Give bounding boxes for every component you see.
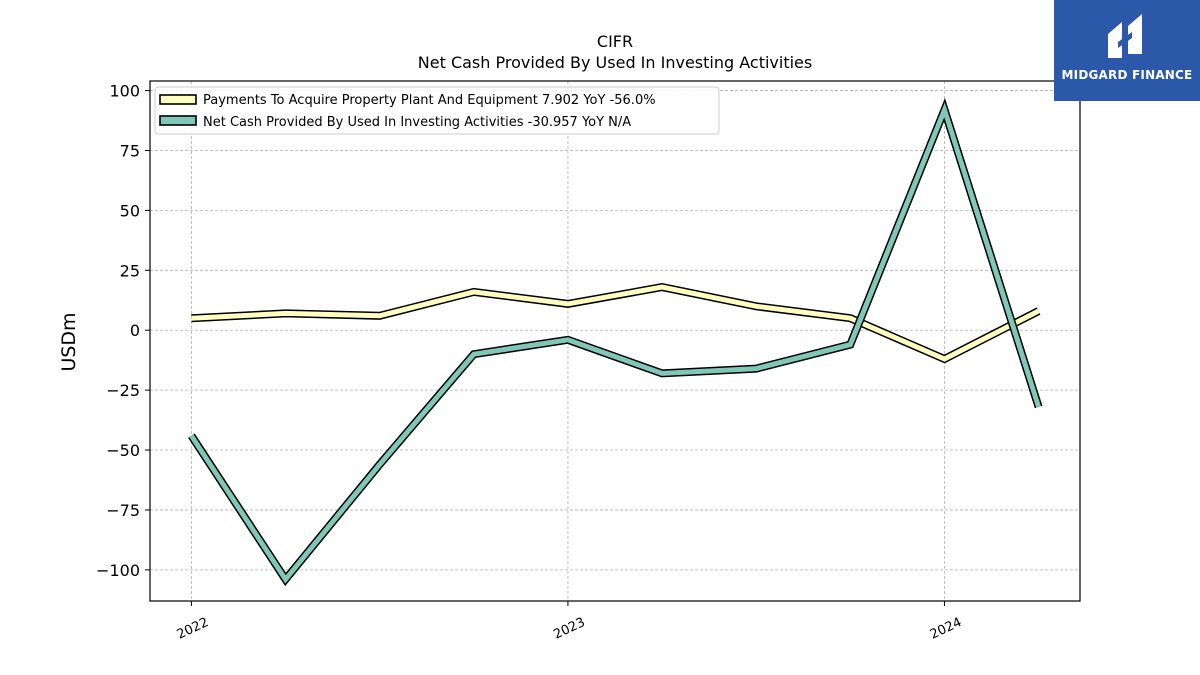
data-point: [662, 287, 663, 288]
x-axis-ticks: 2022 2023 2024: [175, 601, 964, 643]
y-tick-label: 0: [130, 321, 140, 340]
grid: [150, 81, 1080, 601]
plot-frame: [149, 80, 1081, 602]
data-point: [944, 109, 945, 110]
x-tick-label: 2024: [928, 615, 964, 643]
data-point: [567, 303, 568, 304]
x-tick-label: 2023: [551, 615, 587, 643]
data-point: [850, 318, 851, 319]
legend-swatch-investing: [159, 115, 197, 126]
y-tick-label: 25: [120, 261, 140, 280]
y-tick-label: −100: [96, 561, 140, 580]
series-line: [189, 102, 1041, 584]
logo-mark-icon: [1108, 14, 1142, 58]
data-point: [379, 464, 380, 465]
y-tick-label: −75: [106, 501, 140, 520]
y-axis-ticks: 100 75 50 25 0 −25 −50 −75 −100: [96, 82, 150, 580]
data-point: [285, 313, 286, 314]
data-point: [1038, 311, 1039, 312]
logo-text: MIDGARD FINANCE: [1061, 68, 1193, 82]
legend: Payments To Acquire Property Plant And E…: [154, 86, 720, 135]
data-point: [944, 358, 945, 359]
chart-title: CIFR: [597, 32, 633, 51]
legend-box: [154, 86, 720, 135]
data-point: [662, 373, 663, 374]
y-tick-label: −50: [106, 441, 140, 460]
legend-label-ppe: Payments To Acquire Property Plant And E…: [203, 93, 656, 108]
data-point: [379, 315, 380, 316]
data-point: [473, 354, 474, 355]
data-point: [756, 368, 757, 369]
data-point: [191, 318, 192, 319]
y-axis-label: USDm: [58, 312, 80, 371]
data-point: [567, 339, 568, 340]
y-tick-label: 100: [109, 82, 140, 101]
data-point: [1038, 406, 1039, 407]
chart-subtitle: Net Cash Provided By Used In Investing A…: [418, 53, 812, 72]
data-point: [850, 344, 851, 345]
y-tick-label: 75: [120, 141, 140, 160]
series-line: [191, 284, 1040, 362]
data-point: [191, 435, 192, 436]
x-tick-label: 2022: [175, 615, 211, 643]
data-point: [756, 306, 757, 307]
brand-logo: MIDGARD FINANCE: [1054, 0, 1200, 101]
series-lines: [188, 97, 1043, 587]
data-point: [285, 579, 286, 580]
y-tick-label: −25: [106, 381, 140, 400]
data-point: [473, 291, 474, 292]
y-tick-label: 50: [120, 201, 140, 220]
legend-label-investing: Net Cash Provided By Used In Investing A…: [203, 115, 631, 130]
legend-swatch-ppe: [159, 94, 197, 105]
